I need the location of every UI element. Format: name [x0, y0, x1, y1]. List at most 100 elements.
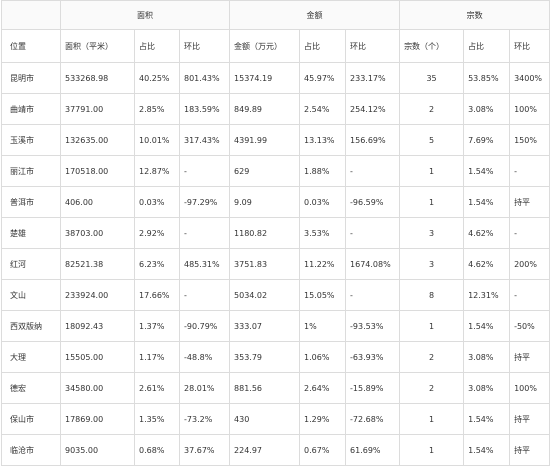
cell-amount-change: 233.17% [345, 62, 401, 94]
cell-area: 38703.00 [60, 217, 135, 249]
cell-area-change: 801.43% [178, 62, 231, 94]
cell-area-change: 485.31% [178, 248, 231, 280]
cell-amount-share: 13.13% [299, 124, 347, 156]
cell-count-change: -50% [509, 310, 550, 342]
cell-count: 1 [399, 434, 465, 466]
column-header-count-change: 环比 [509, 29, 550, 63]
cell-count-change: 100% [509, 372, 550, 404]
cell-amount-share: 45.97% [299, 62, 347, 94]
cell-area-share: 0.68% [134, 434, 180, 466]
cell-count-change: - [509, 217, 550, 249]
column-header-area-change: 环比 [178, 29, 231, 63]
cell-count-share: 1.54% [463, 155, 511, 187]
cell-location: 普洱市 [1, 186, 61, 218]
column-header-amount-change: 环比 [345, 29, 401, 63]
cell-location: 丽江市 [1, 155, 61, 187]
cell-count: 3 [399, 217, 465, 249]
cell-count: 2 [399, 341, 465, 373]
cell-count-share: 1.54% [463, 310, 511, 342]
cell-amount-share: 3.53% [299, 217, 347, 249]
cell-amount: 224.97 [229, 434, 301, 466]
cell-amount-change: -63.93% [345, 341, 401, 373]
table-row: 玉溪市 132635.00 10.01% 317.43% 4391.99 13.… [1, 124, 550, 156]
group-header-amount: 金额 [229, 0, 401, 30]
cell-amount-change: - [345, 279, 401, 311]
cell-count-share: 4.62% [463, 248, 511, 280]
cell-location: 昆明市 [1, 62, 61, 94]
cell-area-share: 2.85% [134, 93, 180, 125]
cell-area: 132635.00 [60, 124, 135, 156]
cell-count-share: 1.54% [463, 403, 511, 435]
cell-amount-share: 0.67% [299, 434, 347, 466]
table-row: 普洱市 406.00 0.03% -97.29% 9.09 0.03% -96.… [1, 186, 550, 218]
cell-amount: 629 [229, 155, 301, 187]
cell-area-change: 183.59% [178, 93, 231, 125]
cell-area-change: 317.43% [178, 124, 231, 156]
cell-area-change: - [178, 217, 231, 249]
cell-amount-change: 254.12% [345, 93, 401, 125]
table-row: 红河 82521.38 6.23% 485.31% 3751.83 11.22%… [1, 248, 550, 280]
cell-count-change: - [509, 155, 550, 187]
cell-count-share: 3.08% [463, 93, 511, 125]
cell-count-share: 4.62% [463, 217, 511, 249]
cell-amount: 849.89 [229, 93, 301, 125]
cell-area-share: 17.66% [134, 279, 180, 311]
cell-location: 德宏 [1, 372, 61, 404]
cell-amount: 1180.82 [229, 217, 301, 249]
cell-area-share: 12.87% [134, 155, 180, 187]
cell-amount: 5034.02 [229, 279, 301, 311]
cell-area: 170518.00 [60, 155, 135, 187]
cell-count: 3 [399, 248, 465, 280]
cell-location: 临沧市 [1, 434, 61, 466]
cell-count-share: 12.31% [463, 279, 511, 311]
cell-area: 406.00 [60, 186, 135, 218]
group-header-area: 面积 [59, 0, 231, 30]
cell-area-change: - [178, 279, 231, 311]
cell-location: 文山 [1, 279, 61, 311]
cell-area-share: 0.03% [134, 186, 180, 218]
cell-count: 1 [399, 403, 465, 435]
cell-amount-change: 1674.08% [345, 248, 401, 280]
cell-area-share: 10.01% [134, 124, 180, 156]
table-row: 楚雄 38703.00 2.92% - 1180.82 3.53% - 3 4.… [1, 217, 550, 249]
cell-area-change: -90.79% [178, 310, 231, 342]
cell-location: 西双版纳 [1, 310, 61, 342]
cell-count-share: 7.69% [463, 124, 511, 156]
cell-area-share: 2.92% [134, 217, 180, 249]
cell-amount-change: -15.89% [345, 372, 401, 404]
column-header-count-share: 占比 [463, 29, 511, 63]
cell-area-change: 37.67% [178, 434, 231, 466]
cell-amount: 15374.19 [229, 62, 301, 94]
cell-count-change: - [509, 279, 550, 311]
table-row: 保山市 17869.00 1.35% -73.2% 430 1.29% -72.… [1, 403, 550, 435]
cell-area: 533268.98 [60, 62, 135, 94]
cell-count: 1 [399, 186, 465, 218]
cell-amount: 333.07 [229, 310, 301, 342]
cell-area: 9035.00 [60, 434, 135, 466]
cell-amount-share: 1.88% [299, 155, 347, 187]
cell-amount-share: 11.22% [299, 248, 347, 280]
cell-amount-change: - [345, 155, 401, 187]
cell-amount: 353.79 [229, 341, 301, 373]
cell-area-share: 6.23% [134, 248, 180, 280]
cell-count-change: 持平 [509, 403, 550, 435]
cell-area-share: 1.35% [134, 403, 180, 435]
column-header-amount: 金额（万元） [229, 29, 301, 63]
cell-amount-share: 1.29% [299, 403, 347, 435]
column-header-area: 面积（平米） [60, 29, 135, 63]
cell-area: 18092.43 [60, 310, 135, 342]
table-row: 曲靖市 37791.00 2.85% 183.59% 849.89 2.54% … [1, 93, 550, 125]
cell-area-change: -48.8% [178, 341, 231, 373]
cell-count: 5 [399, 124, 465, 156]
cell-amount-change: 156.69% [345, 124, 401, 156]
cell-amount-share: 15.05% [299, 279, 347, 311]
cell-count: 1 [399, 310, 465, 342]
cell-count-share: 1.54% [463, 434, 511, 466]
cell-location: 曲靖市 [1, 93, 61, 125]
cell-count: 8 [399, 279, 465, 311]
cell-count-change: 持平 [509, 341, 550, 373]
column-header-location: 位置 [1, 29, 61, 63]
cell-location: 大理 [1, 341, 61, 373]
cell-area-change: 28.01% [178, 372, 231, 404]
cell-count-change: 150% [509, 124, 550, 156]
